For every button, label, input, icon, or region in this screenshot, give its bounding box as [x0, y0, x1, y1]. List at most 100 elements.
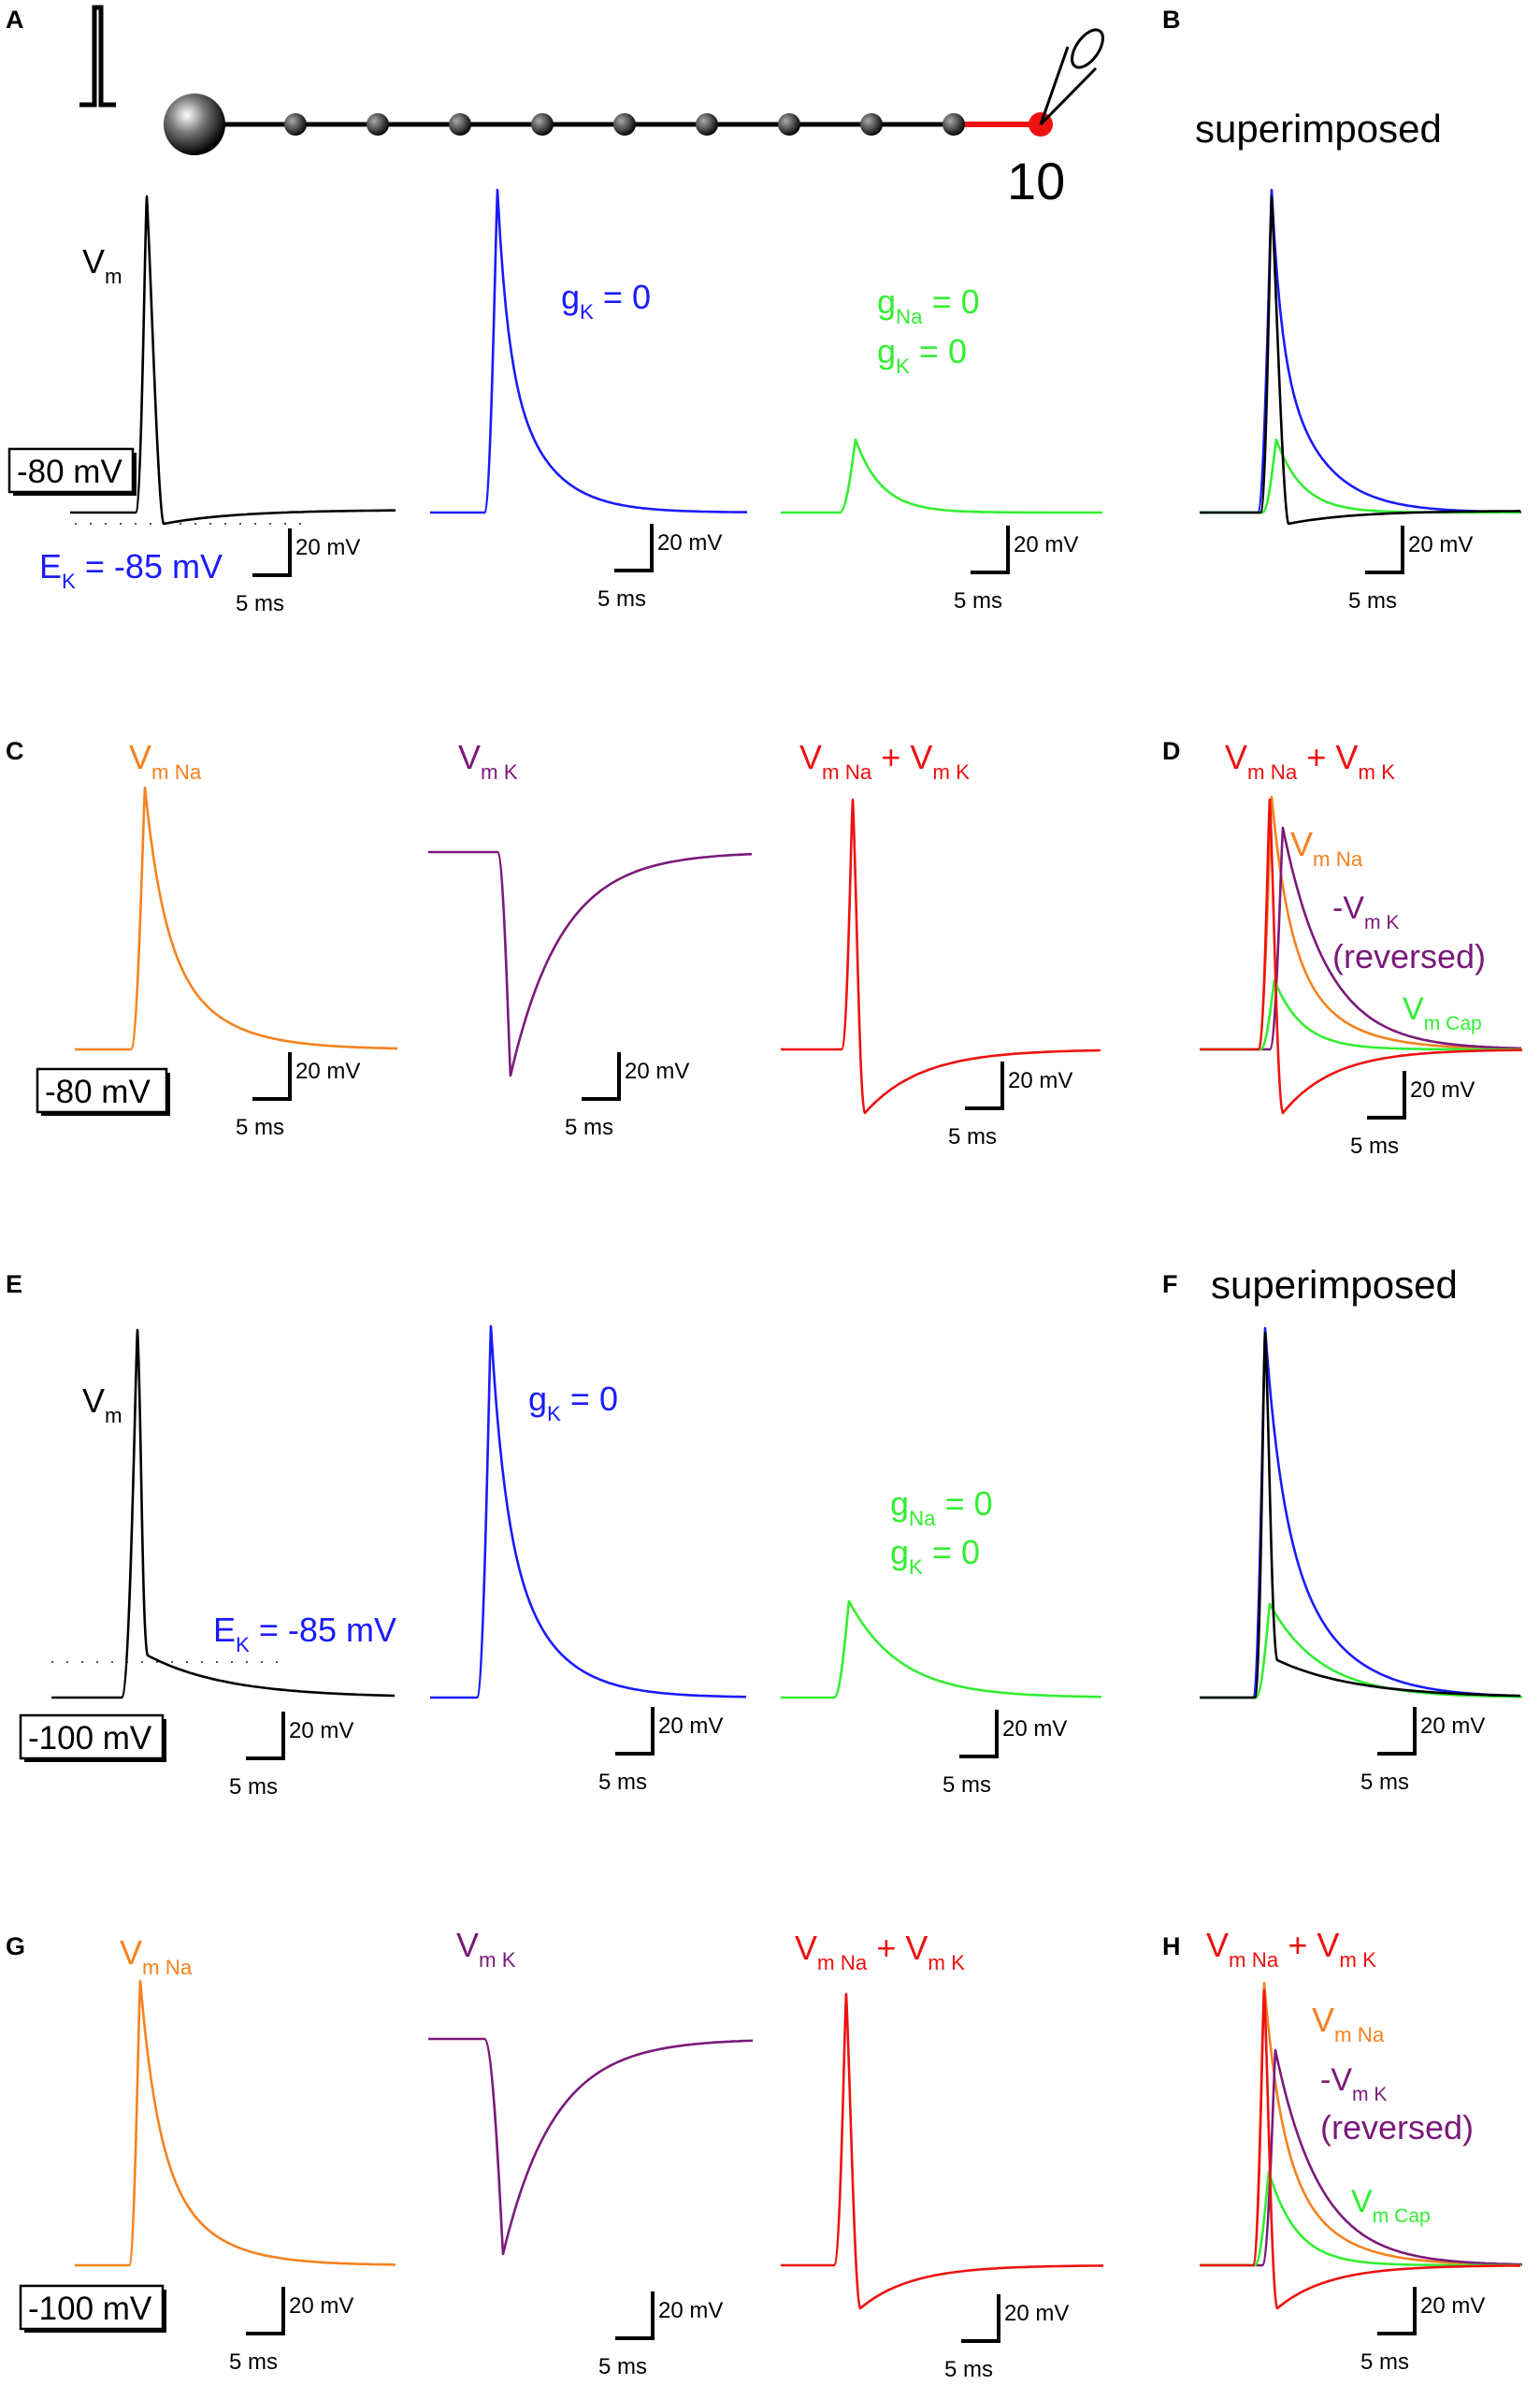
- traces: [51, 188, 1523, 2310]
- label-ek-a: EK = -85 mV: [39, 547, 223, 593]
- baseline-label-a-shadow: [133, 453, 137, 496]
- baseline-label-a-shadow: [13, 492, 137, 496]
- panel-label-d: D: [1162, 737, 1181, 765]
- scale-bar: [246, 2287, 285, 2335]
- label-vmcap-h: Vm Cap: [1351, 2184, 1431, 2227]
- panel-label-f: F: [1162, 1270, 1178, 1298]
- label-vmk-g: Vm K: [456, 1926, 516, 1972]
- label-vm-a: Vm: [82, 242, 122, 288]
- scale-bar-voltage-label: 20 mV: [1002, 1716, 1067, 1742]
- compartment-node: [449, 113, 471, 136]
- scale-bar-time-label: 5 ms: [943, 1772, 991, 1798]
- trace-vmna-c: [75, 786, 398, 1051]
- label-reversed-h: (reversed): [1320, 2108, 1474, 2146]
- compartment-node: [284, 113, 307, 136]
- scale-bar-time-label: 5 ms: [236, 1115, 284, 1140]
- compartment-label: 10: [1007, 152, 1065, 210]
- trace-f-gk0: [1200, 1326, 1520, 1699]
- scale-bar-time-label: 5 ms: [948, 1124, 997, 1149]
- trace-d-vmcap: [1200, 978, 1521, 1051]
- label-sum-g: Vm Na + Vm K: [795, 1929, 965, 1974]
- label-vmcap-d: Vm Cap: [1403, 991, 1482, 1034]
- trace-gk0-a: [430, 188, 748, 514]
- compartment-node: [367, 113, 389, 136]
- label-vmna-d: Vm Na: [1290, 825, 1363, 871]
- label-ek-e: EK = -85 mV: [213, 1611, 396, 1656]
- scale-bar-voltage-label: 20 mV: [658, 1713, 723, 1739]
- scale-bar-voltage-label: 20 mV: [1420, 1713, 1485, 1739]
- label-vmk-c: Vm K: [458, 738, 518, 784]
- scale-bar-voltage-label: 20 mV: [295, 1059, 360, 1084]
- scale-bar: [1377, 1707, 1417, 1756]
- label-superimposed-b: superimposed: [1195, 107, 1442, 151]
- label-vmna-g: Vm Na: [120, 1933, 193, 1979]
- baseline-label-g-shadow: [24, 2329, 166, 2333]
- scale-bar-voltage-label: 20 mV: [1408, 532, 1473, 557]
- trace-gna0-a: [781, 438, 1102, 514]
- trace-h-sum: [1200, 1988, 1520, 2310]
- scale-bar-voltage-label: 20 mV: [1014, 532, 1078, 557]
- trace-f-vm: [1200, 1331, 1521, 1699]
- panel-label-g: G: [6, 1932, 25, 1960]
- trace-sum-c: [781, 798, 1101, 1115]
- baseline-label-e: -100 mV: [28, 1720, 152, 1756]
- compartment-node: [613, 113, 636, 136]
- neuron-morphology: 10: [79, 5, 1104, 210]
- trace-b-gna0: [1200, 438, 1520, 514]
- scale-bar-voltage-label: 20 mV: [1420, 2293, 1485, 2319]
- soma: [164, 94, 225, 155]
- compartment-node: [531, 113, 554, 136]
- scale-bar: [582, 1052, 621, 1101]
- scale-bar: [615, 2291, 655, 2340]
- panel-label-b: B: [1162, 6, 1181, 34]
- compartment-node: [943, 113, 965, 136]
- trace-d-negvmk: [1200, 826, 1521, 1051]
- compartment-node: [696, 113, 718, 136]
- scale-bar-voltage-label: 20 mV: [295, 535, 360, 560]
- label-reversed-d: (reversed): [1332, 937, 1486, 976]
- trace-b-gk0: [1200, 188, 1521, 514]
- label-vm-e: Vm: [82, 1381, 122, 1427]
- scale-bar: [614, 524, 654, 572]
- scale-bar-time-label: 5 ms: [598, 1770, 647, 1795]
- label-gna0-e: gNa = 0: [890, 1484, 993, 1530]
- trace-vm-a: [70, 195, 396, 526]
- annotations: Vm gK = 0 gNa = 0 gK = 0 EK = -85 mV superimp…: [39, 107, 1486, 2227]
- scale-bar-voltage-label: 20 mV: [1004, 2301, 1069, 2326]
- label-sum-c: Vm Na + Vm K: [799, 738, 970, 784]
- scale-bar-voltage-label: 20 mV: [658, 2298, 723, 2323]
- baseline-label-e-shadow: [163, 1719, 166, 1762]
- baseline-label-e-box: [19, 1713, 165, 1760]
- label-gk0-a: gK = 0: [561, 278, 651, 324]
- scale-bar-time-label: 5 ms: [598, 2354, 647, 2379]
- label-gna0-a: gNa = 0: [877, 282, 980, 328]
- scale-bar-voltage-label: 20 mV: [289, 2293, 353, 2319]
- scale-bar-time-label: 5 ms: [597, 586, 646, 612]
- label-negvmk-d: -Vm K: [1332, 890, 1399, 933]
- scale-bar-time-label: 5 ms: [236, 591, 284, 616]
- scale-bar: [252, 528, 292, 577]
- trace-d-sum: [1200, 798, 1523, 1115]
- scale-bar: [252, 1052, 292, 1101]
- scale-bar-voltage-label: 20 mV: [1410, 1077, 1475, 1103]
- trace-gk0-e: [430, 1324, 747, 1699]
- baseline-label-g-shadow: [163, 2290, 166, 2333]
- panel-label-c: C: [6, 737, 24, 765]
- scale-bar-time-label: 5 ms: [1348, 588, 1397, 614]
- scale-bar: [1365, 526, 1404, 574]
- trace-sum-g: [781, 1992, 1103, 2310]
- label-vmna-h: Vm Na: [1312, 2001, 1385, 2046]
- scale-bar: [961, 2294, 1000, 2343]
- scale-bar-time-label: 5 ms: [229, 2349, 278, 2375]
- scale-bar-voltage-label: 20 mV: [1008, 1068, 1072, 1093]
- panel-label-a: A: [6, 6, 24, 34]
- trace-vm-e: [51, 1328, 396, 1699]
- baseline-label-c-shadow: [41, 1112, 170, 1116]
- panel-label-h: H: [1162, 1932, 1181, 1960]
- panel-label-e: E: [6, 1270, 22, 1298]
- scale-bar-time-label: 5 ms: [229, 1774, 278, 1800]
- scale-bar-voltage-label: 20 mV: [289, 1718, 353, 1743]
- baseline-label-c-shadow: [166, 1073, 170, 1116]
- label-gk0-e: gK = 0: [528, 1380, 618, 1425]
